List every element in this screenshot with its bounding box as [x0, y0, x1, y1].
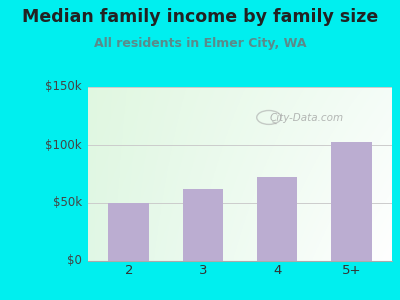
- Text: City-Data.com: City-Data.com: [270, 113, 344, 123]
- Bar: [257, 178, 298, 261]
- Bar: [108, 203, 149, 261]
- Bar: [331, 142, 372, 261]
- Text: $100k: $100k: [45, 139, 82, 152]
- Text: $150k: $150k: [45, 80, 82, 94]
- Text: $0: $0: [67, 254, 82, 268]
- Text: Median family income by family size: Median family income by family size: [22, 8, 378, 26]
- Bar: [182, 189, 223, 261]
- Text: All residents in Elmer City, WA: All residents in Elmer City, WA: [94, 38, 306, 50]
- Text: $50k: $50k: [53, 196, 82, 209]
